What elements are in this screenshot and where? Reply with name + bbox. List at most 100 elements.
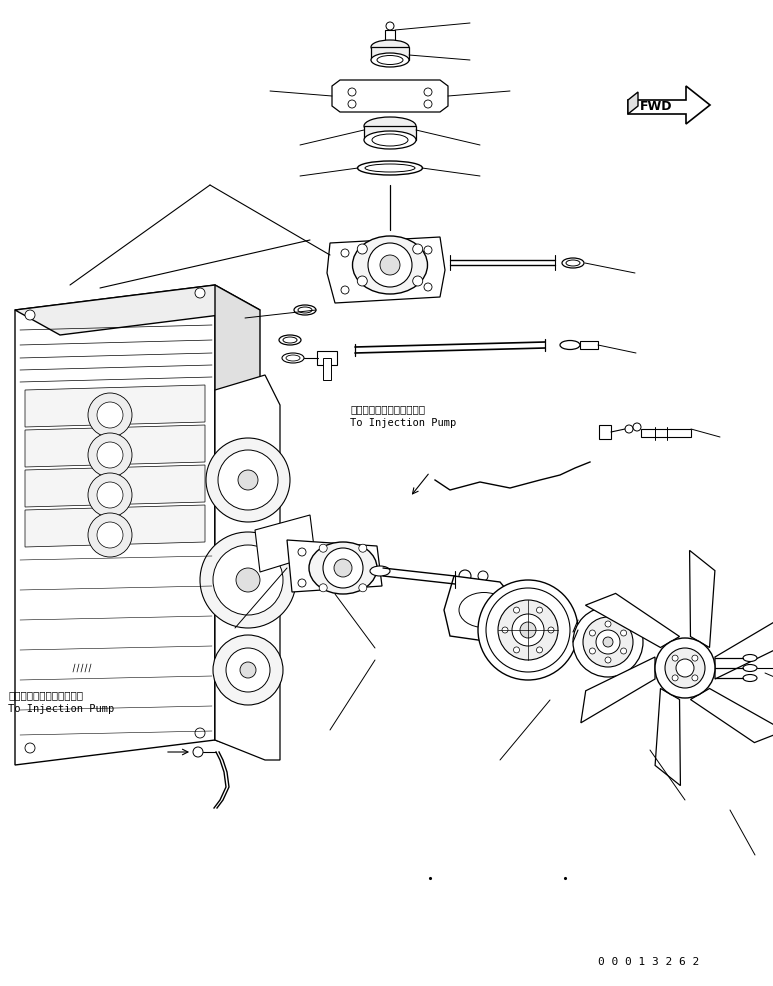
Circle shape — [200, 532, 296, 628]
Circle shape — [25, 743, 35, 753]
Ellipse shape — [283, 337, 297, 343]
Polygon shape — [332, 80, 448, 112]
Circle shape — [502, 627, 508, 633]
Ellipse shape — [282, 353, 304, 363]
Bar — [371, 47, 409, 60]
Circle shape — [236, 568, 260, 592]
Circle shape — [319, 584, 327, 592]
Circle shape — [583, 617, 633, 667]
Circle shape — [97, 402, 123, 428]
Circle shape — [424, 88, 432, 96]
Circle shape — [512, 614, 544, 646]
Circle shape — [357, 276, 367, 286]
Circle shape — [536, 647, 543, 653]
Circle shape — [486, 588, 570, 672]
Bar — [364, 126, 416, 140]
Ellipse shape — [743, 674, 757, 681]
Bar — [599, 425, 611, 439]
Circle shape — [218, 450, 278, 510]
Text: インジェクションポンプへ: インジェクションポンプへ — [8, 690, 83, 700]
Polygon shape — [690, 688, 773, 742]
Ellipse shape — [459, 593, 509, 627]
Circle shape — [478, 571, 488, 581]
Ellipse shape — [370, 566, 390, 576]
Circle shape — [88, 433, 132, 477]
Circle shape — [341, 286, 349, 294]
Circle shape — [361, 551, 369, 559]
Polygon shape — [327, 237, 445, 303]
Circle shape — [361, 576, 369, 584]
Polygon shape — [25, 505, 205, 547]
Polygon shape — [715, 613, 773, 679]
Circle shape — [589, 630, 595, 636]
Circle shape — [226, 648, 270, 692]
Ellipse shape — [560, 340, 580, 349]
Circle shape — [424, 246, 432, 254]
Circle shape — [692, 655, 698, 661]
Ellipse shape — [365, 164, 415, 172]
Circle shape — [672, 674, 678, 681]
Bar — [580, 341, 598, 349]
Ellipse shape — [364, 131, 416, 149]
Circle shape — [621, 630, 627, 636]
Circle shape — [368, 243, 412, 287]
Ellipse shape — [357, 161, 423, 175]
Circle shape — [213, 635, 283, 705]
Circle shape — [498, 600, 558, 660]
Ellipse shape — [371, 53, 409, 67]
Circle shape — [97, 482, 123, 508]
Circle shape — [672, 655, 678, 661]
Polygon shape — [444, 576, 520, 642]
Circle shape — [459, 570, 471, 582]
Circle shape — [413, 276, 423, 286]
Circle shape — [341, 249, 349, 257]
Circle shape — [655, 638, 715, 698]
Circle shape — [348, 100, 356, 108]
Circle shape — [536, 607, 543, 613]
Circle shape — [665, 648, 705, 688]
Circle shape — [298, 579, 306, 587]
Circle shape — [323, 548, 363, 588]
Circle shape — [413, 244, 423, 254]
Ellipse shape — [377, 55, 403, 64]
Polygon shape — [25, 465, 205, 507]
Circle shape — [380, 255, 400, 275]
Circle shape — [88, 393, 132, 437]
Circle shape — [605, 621, 611, 627]
Polygon shape — [585, 594, 679, 648]
Circle shape — [88, 513, 132, 557]
Circle shape — [348, 88, 356, 96]
Circle shape — [240, 662, 256, 678]
Polygon shape — [25, 385, 205, 427]
Circle shape — [206, 438, 290, 522]
Circle shape — [97, 522, 123, 548]
Circle shape — [193, 747, 203, 757]
Circle shape — [520, 622, 536, 638]
Polygon shape — [628, 86, 710, 124]
Circle shape — [213, 545, 283, 615]
Ellipse shape — [309, 542, 377, 594]
Ellipse shape — [372, 134, 408, 146]
Ellipse shape — [352, 236, 427, 294]
Ellipse shape — [294, 305, 316, 315]
Polygon shape — [287, 540, 382, 592]
Circle shape — [88, 473, 132, 517]
Polygon shape — [255, 515, 315, 572]
Circle shape — [424, 100, 432, 108]
Circle shape — [633, 423, 641, 431]
Bar — [317, 351, 337, 365]
Text: To Injection Pump: To Injection Pump — [350, 418, 456, 428]
Circle shape — [195, 288, 205, 298]
Circle shape — [386, 22, 394, 30]
Ellipse shape — [566, 260, 580, 266]
Circle shape — [692, 674, 698, 681]
Polygon shape — [581, 657, 655, 723]
Circle shape — [589, 648, 595, 654]
Circle shape — [596, 630, 620, 654]
Circle shape — [605, 657, 611, 663]
Polygon shape — [215, 285, 260, 755]
Text: 0 0 0 1 3 2 6 2: 0 0 0 1 3 2 6 2 — [598, 957, 700, 967]
Ellipse shape — [743, 665, 757, 671]
Circle shape — [357, 244, 367, 254]
Circle shape — [25, 310, 35, 320]
